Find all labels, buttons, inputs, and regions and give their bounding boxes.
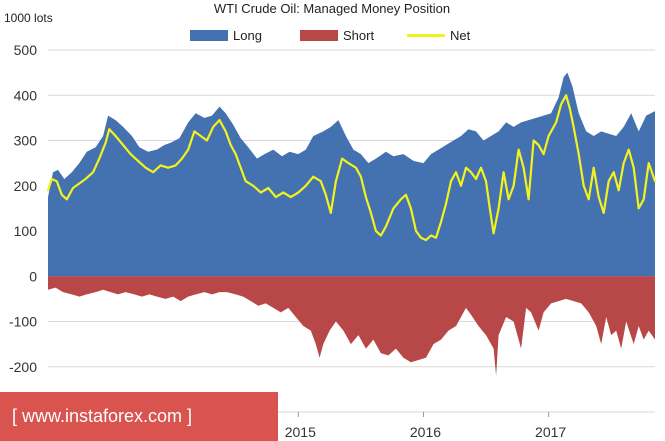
chart-title: WTI Crude Oil: Managed Money Position bbox=[214, 1, 450, 16]
area-series bbox=[48, 72, 655, 376]
x-tick-label: 2015 bbox=[285, 424, 316, 440]
legend-label-net: Net bbox=[450, 28, 471, 43]
y-tick-label: 400 bbox=[14, 87, 38, 103]
watermark-background bbox=[0, 392, 278, 441]
y-tick-label: 100 bbox=[14, 223, 38, 239]
legend-label-short: Short bbox=[343, 28, 374, 43]
y-tick-label: 0 bbox=[29, 268, 37, 284]
x-tick-label: 2017 bbox=[535, 424, 566, 440]
watermark: [ www.instaforex.com ] bbox=[0, 392, 278, 441]
y-tick-label: 300 bbox=[14, 133, 38, 149]
series-line-net bbox=[46, 94, 657, 242]
y-tick-label: -200 bbox=[9, 359, 37, 375]
legend-label-long: Long bbox=[233, 28, 262, 43]
y-tick-label: -100 bbox=[9, 314, 37, 330]
y-tick-label: 500 bbox=[14, 42, 38, 58]
chart-legend: Long Short Net bbox=[165, 23, 501, 47]
series-area-long bbox=[48, 72, 655, 277]
y-tick-label: 200 bbox=[14, 178, 38, 194]
legend-swatch-short bbox=[300, 30, 338, 41]
watermark-text: [ www.instaforex.com ] bbox=[12, 406, 192, 426]
legend-swatch-long bbox=[190, 30, 228, 41]
series-area-short bbox=[48, 276, 655, 376]
y-axis-unit-label: 1000 lots bbox=[4, 11, 53, 25]
x-tick-label: 2016 bbox=[410, 424, 441, 440]
line-series bbox=[46, 94, 657, 242]
